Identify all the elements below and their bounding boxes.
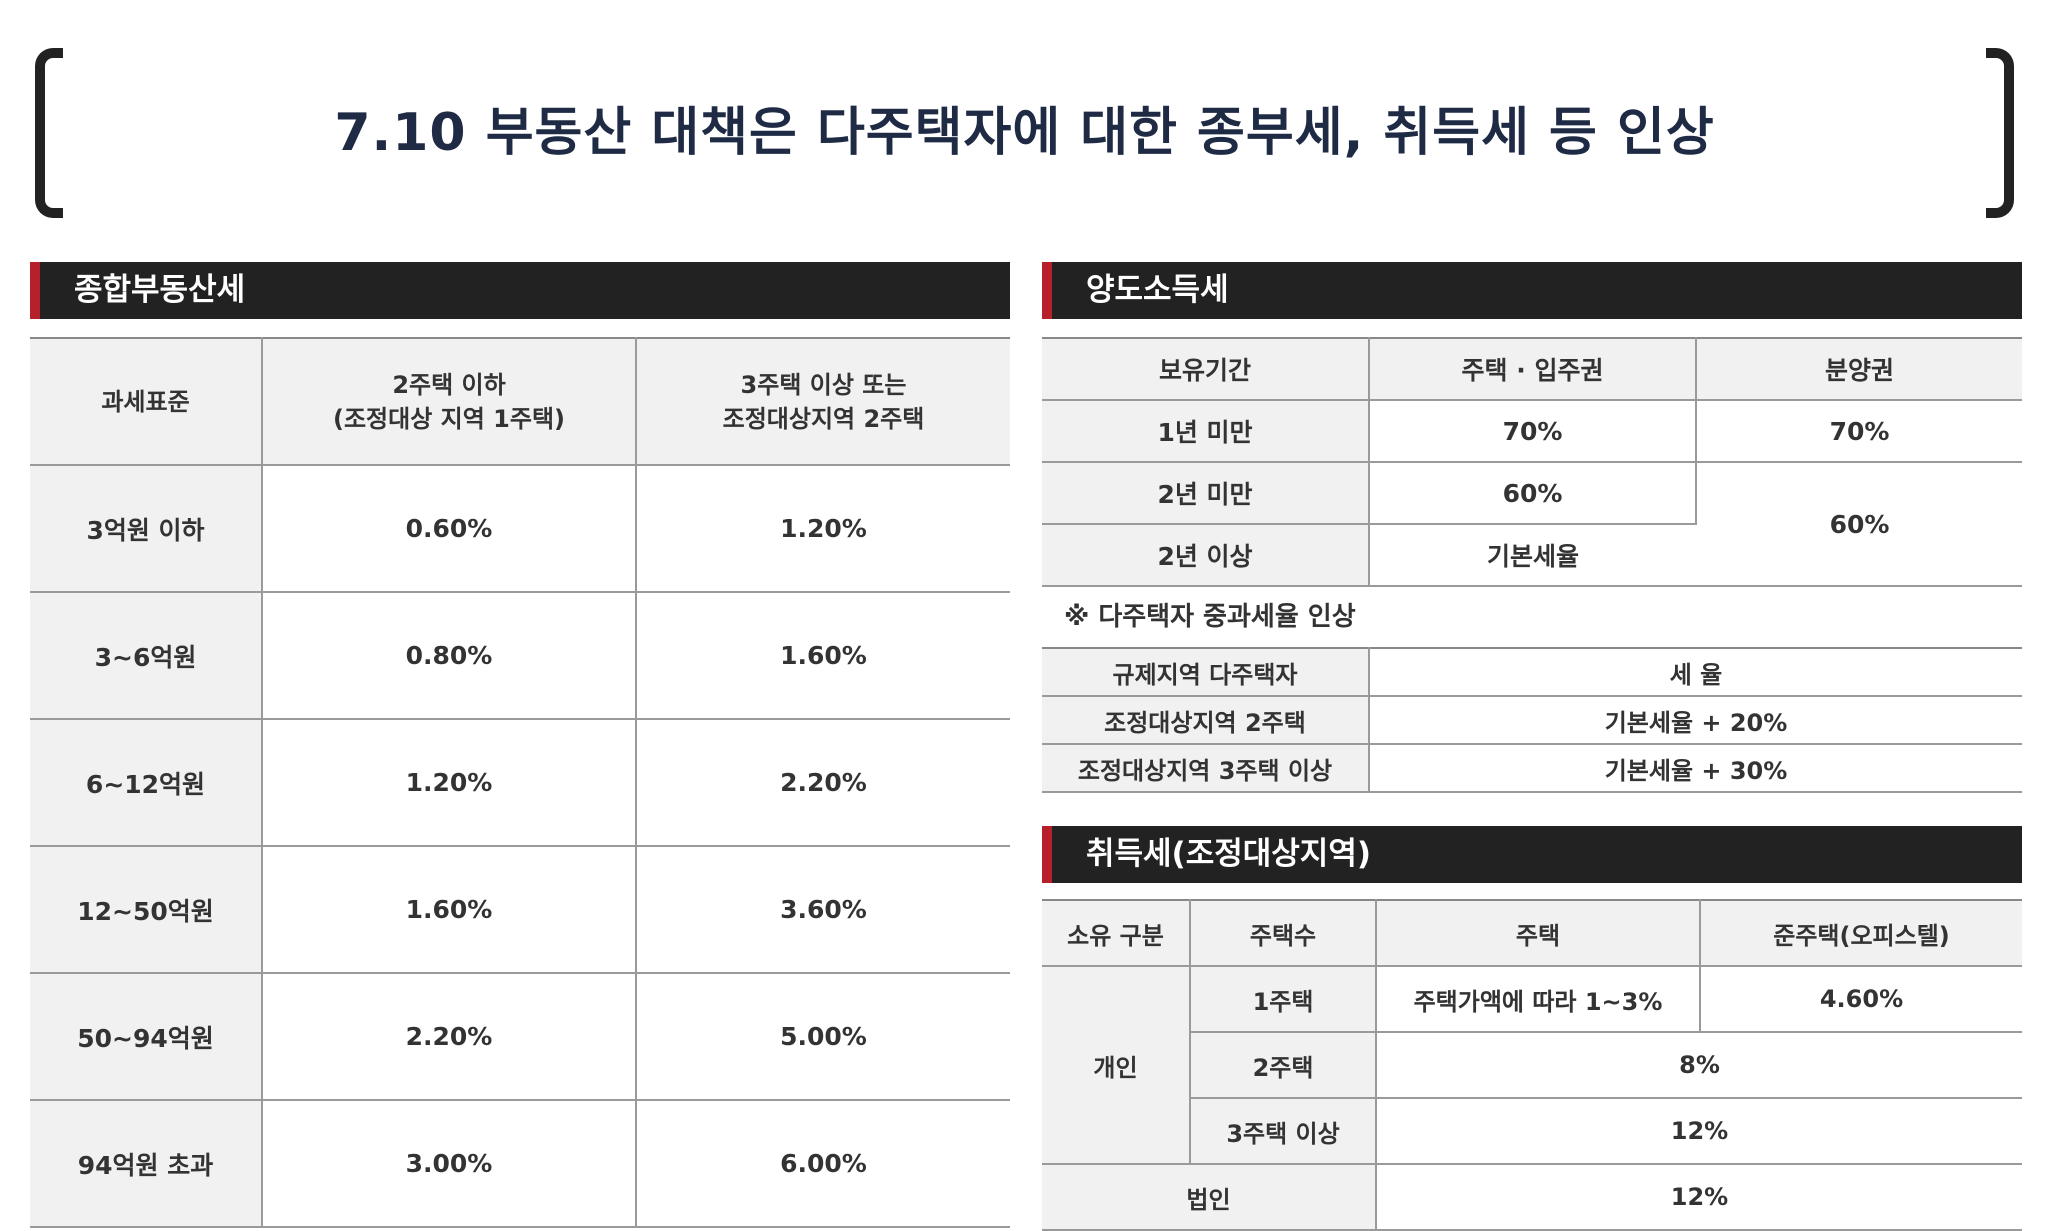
cell: 1.60% [262,846,637,974]
acquisition-tax-header: 취득세(조정대상지역) [1042,826,2022,883]
table-row: 개인 1주택 주택가액에 따라 1~3% 4.60% [1042,966,2022,1165]
table-row: 2주택 8% [1042,1032,2022,1099]
row-label: 조정대상지역 2주택 [1042,696,1370,745]
comprehensive-tax-panel: 종합부동산세 과세표준 2주택 이하 (조정대상 지역 1주택) 3주택 이상 또… [30,262,1010,1228]
col-header: 세 율 [1369,648,2022,697]
multi-home-note: ※ 다주택자 중과세율 인상 [1064,602,1356,632]
acquisition-tax-table: 소유 구분 주택수 주택 준주택(오피스텔) 개인 1주택 주택가액에 따라 1… [1042,899,2022,1231]
row-label: 2년 미만 [1042,462,1370,525]
table-row: 94억원 초과 3.00% 6.00% [30,1100,1010,1228]
cell: 4.60% [1700,966,2022,1033]
cell: 기본세율 + 30% [1369,744,2022,793]
col-header: 규제지역 다주택자 [1042,648,1370,697]
table-row: 3~6억원 0.80% 1.60% [30,592,1010,720]
table-header-row: 소유 구분 주택수 주택 준주택(오피스텔) [1042,900,2022,967]
row-label: 1년 미만 [1042,400,1370,463]
cell: 1.60% [636,592,1010,720]
acquisition-tax-panel: 취득세(조정대상지역) 소유 구분 주택수 주택 준주택(오피스텔) 개인 1주… [1042,826,2022,1231]
row-label: 6~12억원 [30,719,263,847]
table-row: 3억원 이하 0.60% 1.20% [30,465,1010,593]
comprehensive-tax-table: 과세표준 2주택 이하 (조정대상 지역 1주택) 3주택 이상 또는 조정대상지역… [30,337,1010,1228]
row-label: 50~94억원 [30,973,263,1101]
cell: 1.20% [262,719,637,847]
col-header: 주택수 [1190,900,1377,967]
cell: 0.60% [262,465,637,593]
col-header: 3주택 이상 또는 조정대상지역 2주택 [636,338,1010,466]
row-label: 3~6억원 [30,592,263,720]
row-label: 3주택 이상 [1190,1098,1377,1165]
cell: 3.00% [262,1100,637,1228]
col-header: 보유기간 [1042,338,1370,401]
capital-gains-table: 보유기간 주택 · 입주권 분양권 1년 미만 70% 70% 2년 미만 60% 60… [1042,337,2022,587]
table-row: 12~50억원 1.60% 3.60% [30,846,1010,974]
row-label: 94억원 초과 [30,1100,263,1228]
col-header: 2주택 이하 (조정대상 지역 1주택) [262,338,637,466]
page-title: 7.10 부동산 대책은 다주택자에 대한 종부세, 취득세 등 인상 [334,103,1715,163]
table-row: 50~94억원 2.20% 5.00% [30,973,1010,1101]
row-label: 1주택 [1190,966,1377,1033]
table-row: 2년 이상 기본세율 [1042,524,2022,587]
cell: 2.20% [262,973,637,1101]
cell: 기본세율 + 20% [1369,696,2022,745]
table-row: 1년 미만 70% 70% [1042,400,2022,463]
cell: 주택가액에 따라 1~3% [1376,966,1701,1033]
cell: 8% [1376,1032,2022,1099]
cell: 기본세율 [1369,524,1696,587]
capital-gains-header: 양도소득세 [1042,262,2022,319]
table-row: 법인 12% [1042,1164,2022,1231]
table-header-row: 보유기간 주택 · 입주권 분양권 [1042,338,2022,401]
cell: 5.00% [636,973,1010,1101]
table-header-row: 과세표준 2주택 이하 (조정대상 지역 1주택) 3주택 이상 또는 조정대상지역… [30,338,1010,466]
col-header: 과세표준 [30,338,263,466]
multi-home-rate-table: 규제지역 다주택자 세 율 조정대상지역 2주택 기본세율 + 20% 조정대상지… [1042,647,2022,793]
cell: 60% [1696,462,2022,587]
cell: 70% [1369,400,1697,463]
row-label: 조정대상지역 3주택 이상 [1042,744,1370,793]
row-label: 3억원 이하 [30,465,263,593]
cell: 2.20% [636,719,1010,847]
cell: 3.60% [636,846,1010,974]
row-label: 개인 [1042,966,1191,1165]
cell: 0.80% [262,592,637,720]
row-label: 2주택 [1190,1032,1377,1099]
table-header-row: 규제지역 다주택자 세 율 [1042,648,2022,697]
col-header: 주택 [1376,900,1701,967]
row-label: 12~50억원 [30,846,263,974]
row-label: 법인 [1042,1164,1377,1231]
cell: 12% [1376,1164,2022,1231]
cell: 70% [1696,400,2022,463]
table-row: 6~12억원 1.20% 2.20% [30,719,1010,847]
comprehensive-tax-header: 종합부동산세 [30,262,1010,319]
col-header: 소유 구분 [1042,900,1191,967]
table-row: 3주택 이상 12% [1042,1098,2022,1165]
row-label: 2년 이상 [1042,524,1370,587]
col-header: 주택 · 입주권 [1369,338,1697,401]
table-row: 조정대상지역 2주택 기본세율 + 20% [1042,696,2022,745]
col-header: 준주택(오피스텔) [1700,900,2022,967]
table-row: 2년 미만 60% 60% [1042,462,2022,587]
col-header: 분양권 [1696,338,2022,401]
capital-gains-panel: 양도소득세 보유기간 주택 · 입주권 분양권 1년 미만 70% 70% 2년 미… [1042,262,2022,793]
cell: 1.20% [636,465,1010,593]
right-bracket-decoration [1986,48,2014,218]
table-row: 조정대상지역 3주택 이상 기본세율 + 30% [1042,744,2022,793]
left-bracket-decoration [35,48,63,218]
cell: 12% [1376,1098,2022,1165]
cell: 6.00% [636,1100,1010,1228]
cell: 60% [1369,462,1697,525]
